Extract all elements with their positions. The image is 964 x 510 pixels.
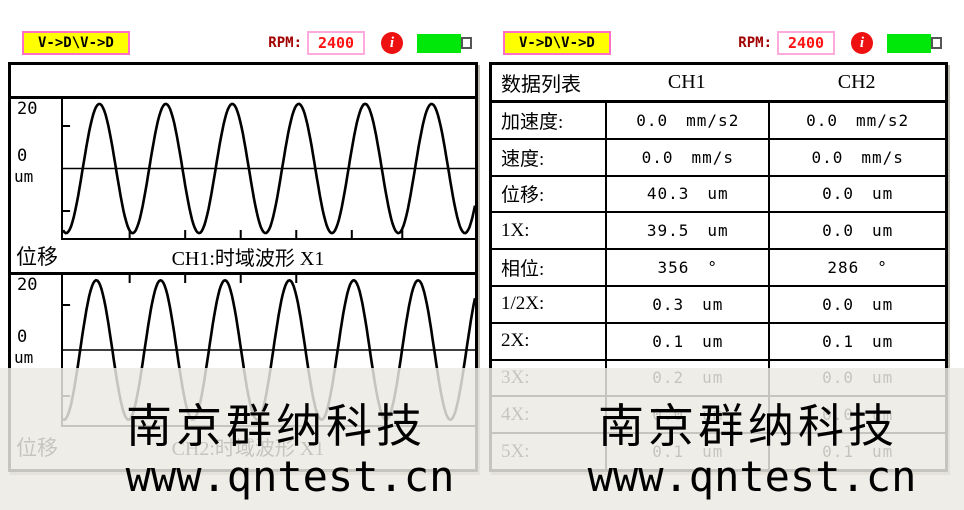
ch2-cell: 0.0 mm/s	[768, 139, 945, 175]
ch2-cell: 0.0 um	[768, 176, 945, 212]
unit: um	[871, 294, 894, 314]
row-label: 速度:	[501, 148, 545, 170]
y-tick-0: 0	[17, 145, 28, 166]
row-label: 加速度:	[501, 111, 564, 133]
info-icon[interactable]: i	[851, 32, 873, 54]
unit: mm/s	[691, 147, 734, 167]
value: 356	[657, 258, 690, 278]
y-axis-unit: um	[14, 166, 34, 186]
table-row-phase: 相位: 356 ° 286 °	[492, 248, 945, 285]
row-label: 2X:	[501, 330, 530, 352]
value: 0.1	[822, 331, 854, 351]
value: 39.5	[646, 221, 690, 241]
watermark-company-left: 南京群纳科技	[126, 399, 426, 453]
unit: mm/s2	[856, 110, 910, 130]
table-row-displacement: 位移: 40.3 um 0.0 um	[492, 174, 945, 212]
y-tick-20: 20	[17, 99, 38, 119]
mode-indicator[interactable]: V->D\V->D	[22, 31, 130, 55]
info-icon[interactable]: i	[381, 32, 403, 54]
rpm-label: RPM:	[268, 35, 302, 51]
battery-icon	[887, 33, 942, 53]
ch2-cell: 0.0 um	[768, 286, 945, 322]
mode-indicator[interactable]: V->D\V->D	[503, 31, 611, 55]
y-tick-20: 20	[17, 275, 38, 295]
unit: um	[871, 331, 894, 351]
value: 0.0	[822, 221, 854, 241]
ch1-cell: 356 °	[605, 250, 768, 285]
ch1-cell: 0.0 mm/s	[605, 139, 768, 175]
rpm-value-box[interactable]: 2400	[777, 31, 835, 55]
unit: um	[871, 184, 894, 204]
y-axis-unit: um	[14, 348, 34, 367]
watermark-company-right: 南京群纳科技	[598, 399, 898, 453]
battery-icon	[417, 33, 472, 53]
table-row-velocity: 速度: 0.0 mm/s 0.0 mm/s	[492, 137, 945, 175]
ch1-cell: 0.1 um	[605, 323, 768, 359]
status-bar: V->D\V->D RPM: 2400 i	[8, 28, 478, 62]
unit: um	[702, 294, 724, 314]
status-bar: V->D\V->D RPM: 2400 i	[489, 28, 948, 62]
y-tick-0: 0	[17, 327, 28, 347]
ch1-y-axis: 20 0 um	[11, 99, 61, 240]
rpm-label: RPM:	[738, 35, 772, 51]
table-header-title: 数据列表	[501, 74, 581, 96]
ch1-axis-name: 位移	[16, 245, 58, 269]
ch2-x-ticks	[128, 275, 298, 283]
watermark-band	[0, 368, 964, 510]
battery-level	[417, 33, 461, 53]
value: 0.0	[822, 294, 854, 314]
ch1-caption-row: 位移 CH1:时域波形 X1	[11, 240, 475, 275]
value: 0.0	[641, 147, 674, 167]
ch1-cell: 39.5 um	[605, 213, 768, 249]
ch1-cell: 0.3 um	[605, 286, 768, 322]
ch1-caption: CH1:时域波形 X1	[171, 247, 325, 270]
ch2-cell: 0.1 um	[768, 323, 945, 359]
row-label: 位移:	[501, 185, 545, 207]
unit: mm/s2	[686, 110, 740, 130]
battery-level	[887, 33, 931, 53]
table-header-ch2: CH2	[837, 71, 876, 93]
value: 0.0	[636, 110, 669, 130]
watermark-url-left: www.qntest.cn	[125, 452, 455, 501]
value: 0.1	[652, 331, 685, 351]
value: 0.3	[652, 294, 685, 314]
row-label: 1X:	[501, 219, 530, 241]
value: 0.0	[806, 110, 839, 130]
value: 0.0	[811, 147, 844, 167]
value: 40.3	[646, 184, 690, 204]
ch2-cell: 0.0 um	[768, 213, 945, 249]
unit: um	[702, 331, 724, 351]
ch2-cell: 286 °	[768, 250, 945, 285]
table-row-acceleration: 加速度: 0.0 mm/s2 0.0 mm/s2	[492, 103, 945, 138]
table-row-1x: 1X: 39.5 um 0.0 um	[492, 211, 945, 249]
battery-cap	[461, 37, 472, 49]
ch1-plot-area	[61, 99, 475, 240]
unit: um	[871, 221, 894, 241]
row-label: 1/2X:	[501, 293, 545, 315]
unit: um	[707, 221, 729, 241]
row-label: 相位:	[501, 259, 545, 281]
table-row-half-x: 1/2X: 0.3 um 0.0 um	[492, 284, 945, 322]
ch1-plot-block: 20 0 um	[11, 99, 475, 240]
screen-top-strip	[11, 65, 475, 99]
table-row-2x: 2X: 0.1 um 0.1 um	[492, 321, 945, 359]
unit: °	[877, 258, 888, 278]
ch2-cell: 0.0 mm/s2	[768, 103, 945, 138]
ch2-y-axis: 20 0 um	[11, 275, 61, 427]
ch1-cell: 0.0 mm/s2	[605, 103, 768, 138]
value: 286	[827, 258, 860, 278]
unit: °	[707, 258, 719, 278]
ch1-waveform	[63, 102, 475, 238]
unit: mm/s	[861, 147, 904, 167]
ch1-cell: 40.3 um	[605, 176, 768, 212]
watermark-url-right: www.qntest.cn	[587, 452, 917, 501]
unit: um	[707, 184, 729, 204]
rpm-value-box[interactable]: 2400	[307, 31, 365, 55]
battery-cap	[931, 37, 942, 49]
table-header-ch1: CH1	[667, 71, 706, 93]
table-header-row: 数据列表 CH1 CH2	[492, 65, 945, 103]
value: 0.0	[822, 184, 854, 204]
